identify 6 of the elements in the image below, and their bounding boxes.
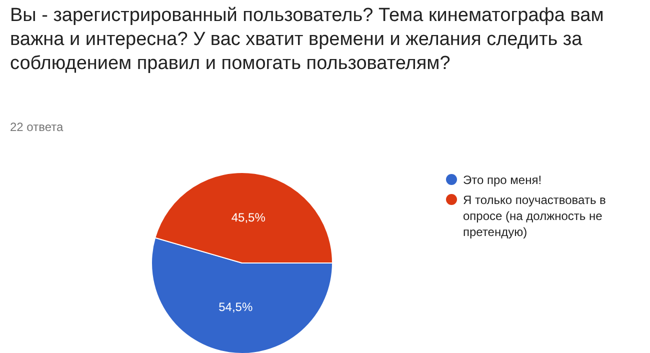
legend-label: Это про меня! — [463, 172, 542, 188]
legend-label: Я только поучаствовать в опросе (на должность не претендую) — [463, 192, 607, 240]
chart-title: Вы - зарегистрированный пользователь? Тема кинематографа вам важна и интересна? У вас хватит времени и желания следить за соблюдением правил и помогать пользователям? — [10, 4, 605, 76]
text: 22 ответа — [10, 120, 64, 134]
data-label: 45,5% — [231, 210, 266, 225]
data-label: 54,5% — [218, 300, 253, 314]
